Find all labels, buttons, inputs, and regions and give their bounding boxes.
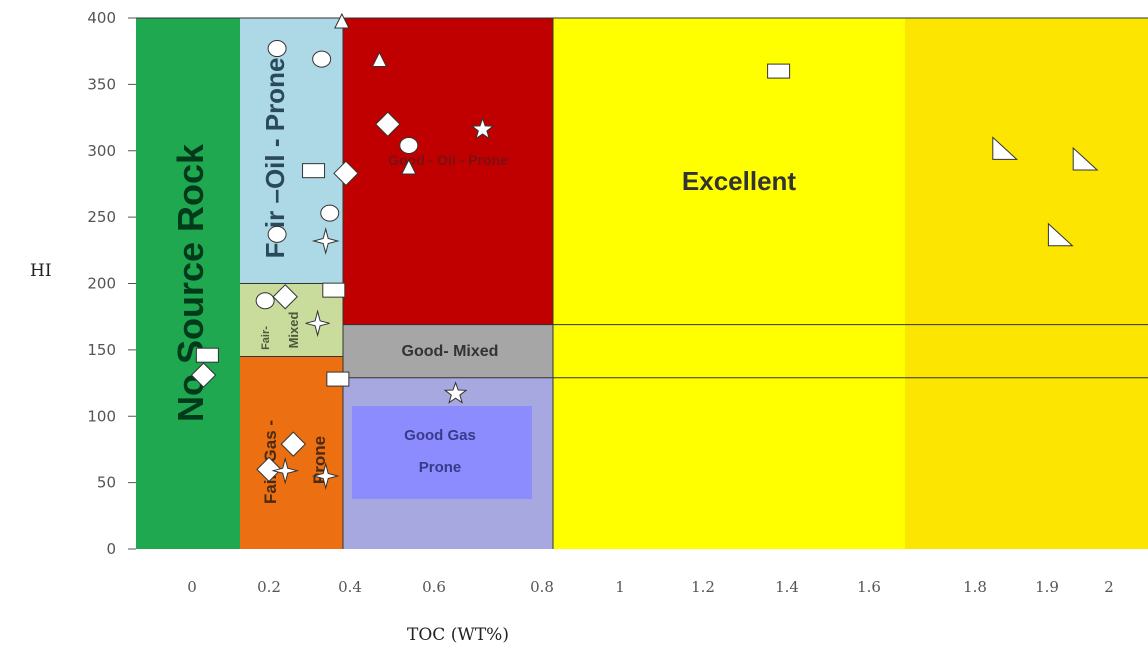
x-axis-title: TOC (WT%) — [407, 625, 509, 645]
y-tick-label: 200 — [87, 275, 116, 293]
x-tick-label: 0 — [187, 578, 197, 596]
data-point-four-point-star — [311, 227, 340, 255]
label-good-oil-prone: Good - Oil - Prone — [388, 152, 508, 168]
data-point-four-point-star — [305, 309, 330, 338]
data-point-circle — [399, 136, 419, 154]
data-point-circle — [312, 50, 332, 68]
x-tick-label: 1.6 — [857, 578, 881, 596]
label-fair-mixed-line1: Fair- — [260, 326, 272, 350]
label-fair-mixed-line2: Mixed — [286, 312, 301, 349]
x-tick-label: 0.4 — [338, 578, 362, 596]
zone-good-mixed — [343, 324, 553, 378]
zone-good-oil-prone — [343, 18, 553, 325]
data-point-star — [470, 116, 495, 140]
label-good-gas-prone-line2: Prone — [419, 459, 462, 476]
zone-good-gas-prone-inner — [352, 406, 532, 499]
y-tick-label: 250 — [87, 208, 116, 226]
data-point-square — [322, 282, 346, 298]
x-tick-label: 1 — [615, 578, 625, 596]
x-tick-label: 0.6 — [422, 578, 446, 596]
data-point-circle — [267, 40, 287, 58]
x-tick-label: 1.8 — [963, 578, 987, 596]
y-tick-label: 350 — [87, 75, 116, 93]
data-point-circle — [320, 204, 340, 222]
label-good-mixed: Good- Mixed — [402, 343, 499, 360]
zone-no-source-rock — [136, 18, 240, 549]
data-point-diamond — [190, 362, 217, 388]
data-point-diamond — [375, 111, 401, 137]
data-point-square — [326, 371, 350, 387]
data-point-right-triangle — [992, 136, 1019, 160]
axes-layer: 0 50 100 150 200 250 300 350 400 0 0.2 0.4 0.6 0.8 1 1.… — [87, 9, 1113, 596]
data-point-square — [767, 63, 791, 79]
y-tick-label: 150 — [87, 341, 116, 359]
data-point-square — [302, 163, 326, 179]
y-tick-label: 300 — [87, 142, 116, 160]
y-tick-label: 400 — [87, 9, 116, 27]
data-point-triangle — [334, 12, 350, 29]
data-point-diamond — [280, 431, 307, 457]
x-tick-label: 2 — [1104, 578, 1114, 596]
data-point-four-point-star — [271, 456, 300, 485]
x-tick-label: 1.9 — [1035, 578, 1059, 596]
label-fair-oil-prone: Fair –Oil - Prone — [260, 58, 290, 259]
data-point-right-triangle — [1047, 222, 1074, 247]
label-good-gas-prone-line1: Good Gas — [404, 427, 476, 444]
y-tick-label: 50 — [97, 474, 116, 492]
data-point-four-point-star — [311, 462, 340, 490]
data-point-circle — [255, 292, 275, 310]
data-point-diamond — [256, 456, 282, 483]
y-tick-label: 100 — [87, 407, 116, 425]
y-axis-title: HI — [30, 261, 52, 281]
data-point-star — [443, 381, 468, 404]
data-point-triangle — [371, 51, 388, 67]
data-point-diamond — [333, 160, 359, 187]
data-point-circle — [267, 225, 287, 243]
x-tick-label: 1.2 — [691, 578, 715, 596]
x-tick-label: 1.4 — [775, 578, 799, 596]
label-excellent: Excellent — [682, 166, 797, 196]
x-tick-label: 0.8 — [530, 578, 554, 596]
y-tick-label: 0 — [106, 540, 116, 558]
data-point-triangle — [400, 158, 417, 175]
x-tick-label: 0.2 — [257, 578, 281, 596]
data-points-layer — [190, 12, 1099, 490]
data-point-right-triangle — [1072, 146, 1099, 171]
data-point-square — [195, 347, 219, 363]
zone-excellent-right-band — [905, 18, 1148, 549]
data-point-diamond — [272, 284, 298, 310]
